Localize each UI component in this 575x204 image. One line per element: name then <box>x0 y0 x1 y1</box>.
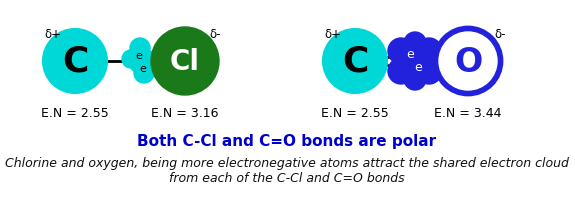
Text: δ-: δ- <box>209 27 221 40</box>
Circle shape <box>122 51 140 69</box>
Circle shape <box>151 28 219 95</box>
Text: e: e <box>140 64 147 74</box>
Circle shape <box>129 49 155 75</box>
Circle shape <box>130 39 150 59</box>
Circle shape <box>134 64 154 84</box>
Text: δ-: δ- <box>494 27 506 40</box>
Text: Chlorine and oxygen, being more electronegative atoms attract the shared electro: Chlorine and oxygen, being more electron… <box>5 157 569 170</box>
Text: E.N = 2.55: E.N = 2.55 <box>41 107 109 120</box>
Text: C: C <box>342 45 368 79</box>
Circle shape <box>434 28 502 95</box>
Text: O: O <box>454 45 482 78</box>
Circle shape <box>439 33 497 91</box>
Circle shape <box>397 44 433 80</box>
Text: from each of the C-Cl and C=O bonds: from each of the C-Cl and C=O bonds <box>169 172 405 185</box>
Text: Cl: Cl <box>170 48 200 76</box>
Circle shape <box>388 39 414 65</box>
Text: δ+: δ+ <box>324 27 342 40</box>
Circle shape <box>416 59 442 85</box>
Text: E.N = 2.55: E.N = 2.55 <box>321 107 389 120</box>
Text: C: C <box>62 45 88 79</box>
Text: Both C-Cl and C=O bonds are polar: Both C-Cl and C=O bonds are polar <box>137 134 436 149</box>
Text: E.N = 3.44: E.N = 3.44 <box>434 107 502 120</box>
Text: e: e <box>136 51 143 61</box>
Circle shape <box>43 30 107 94</box>
Text: e: e <box>406 48 414 61</box>
Text: e: e <box>414 61 422 74</box>
Circle shape <box>388 59 414 85</box>
Circle shape <box>323 30 387 94</box>
Circle shape <box>404 69 426 91</box>
Text: E.N = 3.16: E.N = 3.16 <box>151 107 218 120</box>
Text: δ+: δ+ <box>44 27 62 40</box>
Circle shape <box>416 39 442 65</box>
Circle shape <box>404 33 426 55</box>
